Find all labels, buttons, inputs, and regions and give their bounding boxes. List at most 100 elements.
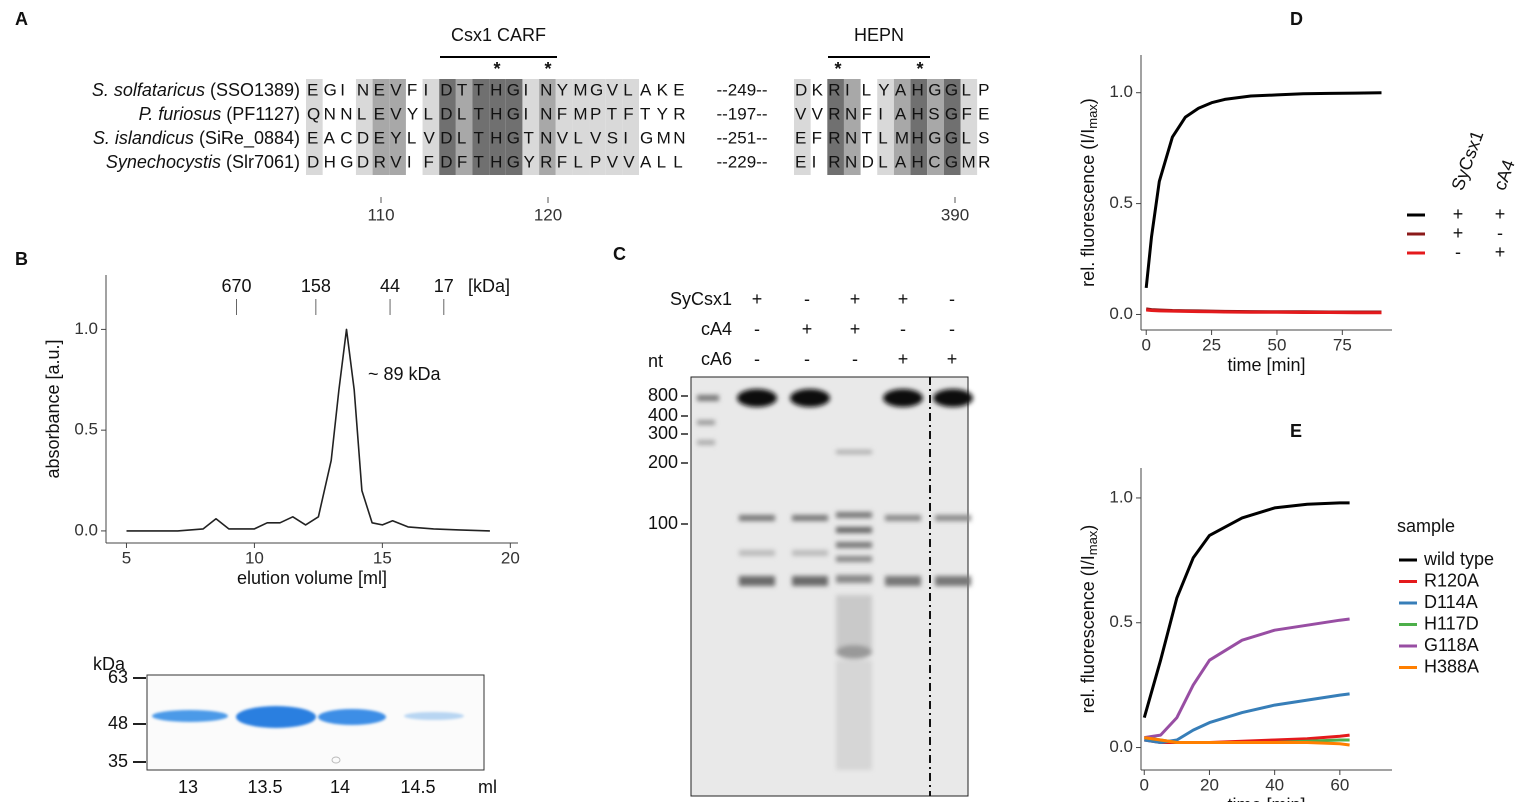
size-marker-label: 158 — [301, 276, 331, 296]
gel-band — [318, 709, 386, 725]
gel-spot — [331, 756, 341, 764]
gel-condition: - — [949, 289, 955, 309]
x-tick-label: 15 — [373, 548, 392, 567]
species-id: (SiRe_0884) — [199, 128, 300, 149]
gel-lane-label: 14.5 — [400, 777, 435, 797]
x-tick-label: 25 — [1202, 335, 1221, 354]
gel-condition: + — [850, 319, 861, 339]
series-line — [1146, 308, 1382, 315]
y-tick-label: 0.0 — [1109, 304, 1133, 323]
gel-condition: + — [947, 349, 958, 369]
gel-ladder-label: 200 — [648, 452, 678, 472]
gel-band — [236, 706, 316, 728]
alignment-shade — [439, 79, 456, 175]
panel-label: C — [613, 244, 626, 264]
legend-condition: + — [1495, 204, 1506, 224]
gel-lane-unit: ml — [478, 777, 497, 797]
panel-label: D — [1290, 9, 1303, 29]
alignment-shade — [794, 79, 811, 175]
panel-label: A — [15, 9, 28, 29]
legend-label: D114A — [1424, 592, 1478, 612]
x-tick-label: 0 — [1141, 335, 1150, 354]
alignment-shade — [605, 79, 623, 175]
y-axis-title-part: rel. fluorescence (I/I — [1078, 555, 1098, 713]
size-marker-label: 17 — [434, 276, 454, 296]
y-axis-title: absorbance [a.u.] — [43, 339, 63, 478]
gel-frame — [690, 376, 969, 797]
gel-bands — [697, 389, 973, 770]
species-name: S. solfataricus — [92, 80, 205, 100]
gel-ladder-label: 800 — [648, 385, 678, 405]
series-line — [1144, 91, 1382, 289]
gel-marker: 35 — [108, 751, 128, 771]
gel-row-label: cA6 — [701, 349, 732, 369]
size-marker-unit: [kDa] — [468, 276, 510, 296]
alignment-shade — [943, 79, 961, 175]
legend-condition: + — [1453, 223, 1464, 243]
legend-label: R120A — [1424, 570, 1479, 590]
gel-lane-label: 13 — [178, 777, 198, 797]
y-axis-title-part: max — [1085, 104, 1100, 129]
gel-condition: + — [802, 319, 813, 339]
sequence: QNNLEVYLDLTHGINFMPTFTYR — [307, 104, 686, 123]
species-id: (PF1127) — [226, 104, 300, 124]
species-id: (SSO1389) — [210, 80, 300, 100]
gel-condition: - — [804, 289, 810, 309]
x-tick-label: 40 — [1265, 775, 1284, 794]
species-label: P. furiosus (PF1127) — [139, 104, 300, 124]
gel-marker: 48 — [108, 713, 128, 733]
alignment-shade — [555, 79, 573, 175]
alignment-shade — [877, 79, 894, 175]
gel-unit: kDa — [93, 654, 126, 674]
alignment-shade — [910, 79, 928, 175]
asterisk: * — [544, 59, 551, 79]
y-tick-label: 1.0 — [1109, 487, 1133, 506]
sequence: EACDEYLVDLTHGTNVLVSIGMN — [307, 128, 686, 147]
position-label: 120 — [534, 205, 562, 224]
species-name: S. islandicus — [93, 128, 194, 148]
legend-label: H388A — [1424, 656, 1479, 676]
y-tick-label: 1.0 — [74, 319, 98, 338]
alignment-shade — [539, 79, 556, 175]
legend-condition: + — [1495, 242, 1506, 262]
alignment-shade — [306, 79, 323, 175]
species-name: P. furiosus — [139, 104, 222, 124]
gel-ladder-unit: nt — [648, 351, 663, 371]
alignment-shade — [960, 79, 978, 175]
annotation: ~ 89 kDa — [368, 364, 442, 384]
species-name: Synechocystis — [106, 152, 221, 172]
panel-label: E — [1290, 421, 1302, 441]
alignment-shade — [389, 79, 406, 175]
size-marker-label: 44 — [380, 276, 400, 296]
gel-condition: + — [898, 289, 909, 309]
legend-label: wild type — [1423, 549, 1494, 569]
alignment-shade — [622, 79, 639, 175]
x-tick-label: 10 — [245, 548, 264, 567]
y-axis-title-part: max — [1085, 530, 1100, 555]
y-tick-label: 0.5 — [1109, 193, 1133, 212]
species-label: S. solfataricus (SSO1389) — [92, 80, 300, 100]
gel-condition: - — [852, 349, 858, 369]
alignment-shade — [472, 79, 490, 175]
position-label: 390 — [941, 205, 969, 224]
gel-row-label: cA4 — [701, 319, 732, 339]
x-tick-label: 75 — [1333, 335, 1352, 354]
gel-condition: + — [850, 289, 861, 309]
gel-condition: - — [900, 319, 906, 339]
x-tick-label: 0 — [1140, 775, 1149, 794]
y-axis-title: rel. fluorescence (I/Imax) — [1078, 98, 1101, 287]
y-axis-title-part: ) — [1078, 98, 1098, 104]
legend-label: G118A — [1424, 635, 1479, 655]
gel-band — [404, 712, 464, 720]
gel-row-label: SyCsx1 — [670, 289, 732, 309]
legend-title: sample — [1397, 516, 1455, 536]
gel-ladder-label: 100 — [648, 513, 678, 533]
asterisk: * — [493, 59, 500, 79]
panel-label: B — [15, 249, 28, 269]
alignment-shade — [422, 79, 440, 175]
series-line — [1144, 736, 1350, 747]
gel-lane-label: 13.5 — [247, 777, 282, 797]
gel-b — [146, 674, 485, 771]
x-axis-title: time [min] — [1227, 795, 1305, 802]
